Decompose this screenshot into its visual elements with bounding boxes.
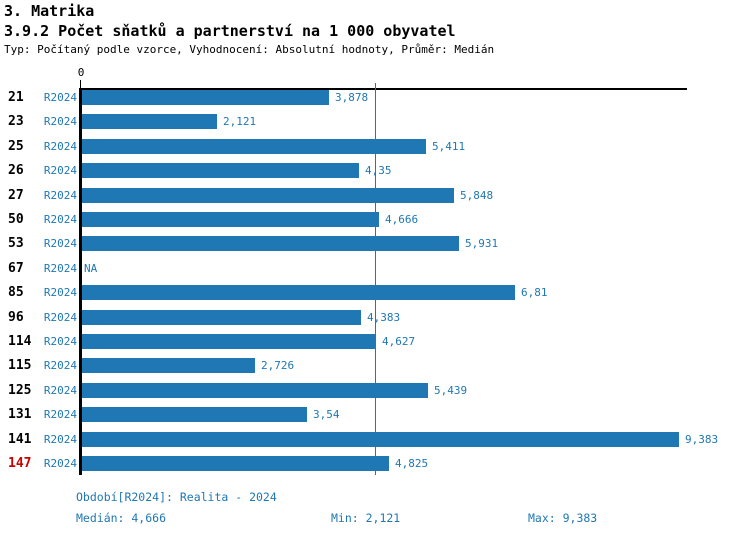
value-label: 5,411: [432, 140, 466, 153]
row-period-label: R2024: [43, 164, 77, 177]
value-label: 4,627: [382, 335, 416, 348]
row-period-label: R2024: [43, 262, 77, 275]
value-bar: [82, 139, 426, 154]
value-bar: [82, 456, 389, 471]
row-id-label: 53: [8, 236, 24, 251]
y-axis-line: [79, 88, 82, 475]
row-period-label: R2024: [43, 189, 77, 202]
row-period-label: R2024: [43, 408, 77, 421]
value-label: 5,439: [434, 384, 468, 397]
row-period-label: R2024: [43, 335, 77, 348]
row-id-label: 21: [8, 90, 24, 105]
value-label: 5,848: [460, 189, 494, 202]
row-period-label: R2024: [43, 237, 77, 250]
chart-title: 3.9.2 Počet sňatků a partnerství na 1 00…: [4, 22, 456, 40]
value-bar: [82, 212, 379, 227]
row-id-label: 50: [8, 212, 24, 227]
median-line: [375, 83, 376, 475]
value-label: 2,726: [261, 359, 295, 372]
value-bar: [82, 163, 359, 178]
value-bar: [82, 383, 428, 398]
row-id-label: 147: [8, 456, 32, 471]
row-period-label: R2024: [43, 115, 77, 128]
value-label: 4,666: [385, 213, 419, 226]
row-period-label: R2024: [43, 140, 77, 153]
row-period-label: R2024: [43, 286, 77, 299]
value-label: 9,383: [685, 433, 719, 446]
row-id-label: 26: [8, 163, 24, 178]
row-period-label: R2024: [43, 311, 77, 324]
row-period-label: R2024: [43, 359, 77, 372]
row-id-label: 23: [8, 114, 24, 129]
value-label: 5,931: [465, 237, 499, 250]
row-period-label: R2024: [43, 213, 77, 226]
value-bar: [82, 310, 361, 325]
value-label: 4,35: [365, 164, 392, 177]
x-axis-zero-tick: [80, 80, 81, 89]
row-id-label: 131: [8, 407, 32, 422]
row-id-label: 85: [8, 285, 24, 300]
value-bar: [82, 358, 255, 373]
footer-min-label: Min: 2,121: [331, 511, 401, 525]
row-period-label: R2024: [43, 384, 77, 397]
x-axis-line: [81, 88, 687, 90]
footer-period-label: Období[R2024]: Realita - 2024: [76, 490, 277, 504]
footer-max-label: Max: 9,383: [528, 511, 598, 525]
footer-median-label: Medián: 4,666: [76, 511, 167, 525]
value-bar: [82, 285, 515, 300]
value-label: 4,383: [367, 311, 401, 324]
value-label: NA: [84, 262, 98, 275]
value-bar: [82, 114, 217, 129]
value-label: 3,54: [313, 408, 340, 421]
chart-meta-line: Typ: Počítaný podle vzorce, Vyhodnocení:…: [4, 43, 495, 56]
value-bar: [82, 407, 307, 422]
value-label: 4,825: [395, 457, 429, 470]
row-id-label: 27: [8, 188, 24, 203]
row-id-label: 25: [8, 139, 24, 154]
value-bar: [82, 90, 329, 105]
value-bar: [82, 432, 679, 447]
row-id-label: 125: [8, 383, 32, 398]
row-period-label: R2024: [43, 91, 77, 104]
value-bar: [82, 334, 376, 349]
row-id-label: 114: [8, 334, 32, 349]
row-id-label: 96: [8, 310, 24, 325]
row-id-label: 141: [8, 432, 32, 447]
row-period-label: R2024: [43, 457, 77, 470]
value-label: 3,878: [335, 91, 369, 104]
value-bar: [82, 188, 454, 203]
value-label: 6,81: [521, 286, 548, 299]
value-label: 2,121: [223, 115, 257, 128]
page-title: 3. Matrika: [4, 2, 95, 20]
value-bar: [82, 236, 459, 251]
x-axis-zero-label: 0: [77, 66, 85, 79]
row-id-label: 67: [8, 261, 24, 276]
row-id-label: 115: [8, 358, 32, 373]
row-period-label: R2024: [43, 433, 77, 446]
